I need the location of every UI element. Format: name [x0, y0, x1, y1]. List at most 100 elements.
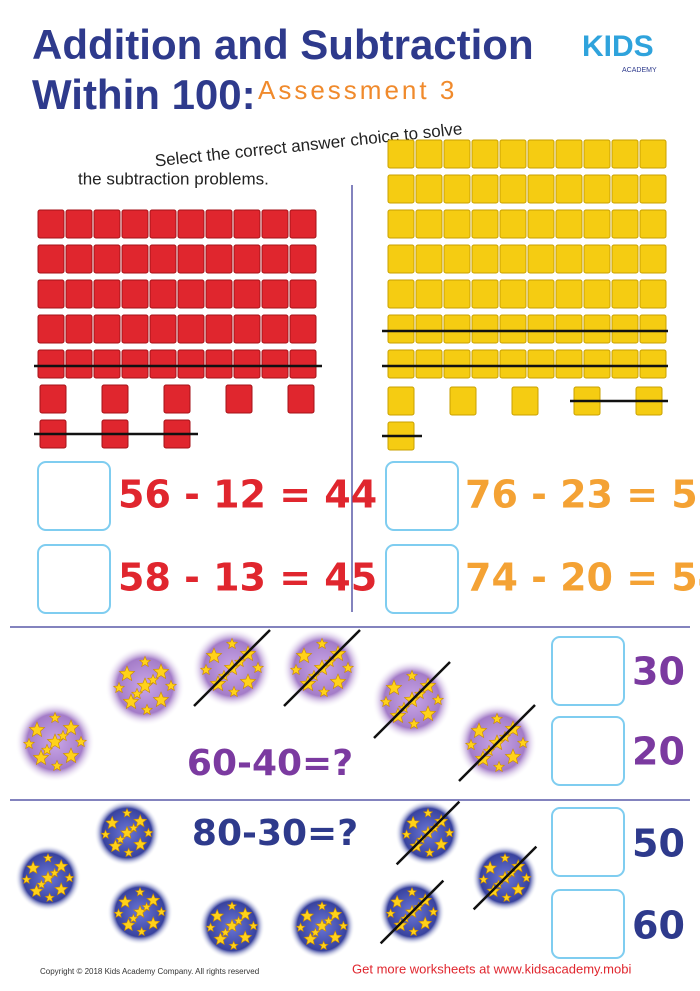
block — [443, 314, 471, 344]
star — [289, 663, 303, 676]
star — [251, 661, 265, 674]
block — [611, 244, 639, 274]
block — [443, 209, 471, 239]
star — [49, 867, 60, 878]
block — [639, 244, 667, 274]
block — [555, 244, 583, 274]
block — [65, 209, 93, 239]
block — [555, 314, 583, 344]
block — [37, 244, 65, 274]
star — [121, 917, 136, 932]
block — [261, 209, 289, 239]
block — [261, 279, 289, 309]
answer-box[interactable] — [385, 461, 459, 531]
star — [464, 738, 478, 751]
footer-link[interactable]: Get more worksheets at www.kidsacademy.m… — [352, 961, 631, 976]
block — [233, 314, 261, 344]
block — [583, 139, 611, 169]
answer-box[interactable] — [551, 807, 625, 877]
block — [387, 139, 415, 169]
block — [177, 349, 205, 379]
block — [415, 174, 443, 204]
block — [93, 314, 121, 344]
block — [261, 244, 289, 274]
block — [527, 244, 555, 274]
star — [483, 860, 498, 875]
block — [555, 279, 583, 309]
block — [499, 349, 527, 379]
star — [248, 920, 259, 931]
block — [443, 174, 471, 204]
block — [499, 139, 527, 169]
block — [177, 209, 205, 239]
star — [406, 886, 418, 897]
answer-box[interactable] — [37, 544, 111, 614]
strike-line — [458, 704, 536, 782]
star — [341, 661, 355, 674]
block — [499, 244, 527, 274]
star — [428, 906, 439, 917]
strike-line — [373, 661, 451, 739]
star — [504, 748, 522, 765]
strike-line — [472, 845, 538, 911]
block — [387, 349, 415, 379]
star — [379, 695, 393, 708]
instruction: the subtraction problems. — [78, 169, 269, 188]
block — [471, 209, 499, 239]
answer-box[interactable] — [551, 716, 625, 786]
block — [163, 384, 191, 414]
star — [329, 673, 347, 690]
block — [555, 174, 583, 204]
star — [418, 916, 433, 930]
block — [121, 244, 149, 274]
block — [499, 174, 527, 204]
block — [471, 314, 499, 344]
block — [121, 209, 149, 239]
star — [233, 915, 244, 926]
block — [93, 349, 121, 379]
block — [443, 279, 471, 309]
logo: KIDS — [582, 30, 654, 63]
star — [123, 847, 134, 858]
choice-text: 56 - 12 = 44 — [118, 473, 377, 517]
block — [121, 279, 149, 309]
block — [639, 174, 667, 204]
copyright: Copyright © 2018 Kids Academy Company. A… — [40, 967, 259, 976]
block — [233, 279, 261, 309]
star — [239, 673, 257, 690]
block — [177, 244, 205, 274]
star — [152, 663, 170, 680]
star — [105, 815, 120, 830]
star — [478, 874, 489, 885]
answer-box[interactable] — [551, 889, 625, 959]
star — [22, 737, 36, 750]
block — [527, 314, 555, 344]
block — [289, 244, 317, 274]
star — [210, 908, 225, 923]
star — [401, 829, 412, 840]
block — [415, 314, 443, 344]
answer-box[interactable] — [385, 544, 459, 614]
block — [527, 139, 555, 169]
choice-text: 76 - 23 = 53 — [465, 473, 700, 517]
star — [521, 872, 532, 883]
star — [112, 681, 126, 694]
star — [118, 665, 136, 682]
block — [555, 139, 583, 169]
block — [65, 279, 93, 309]
answer-box[interactable] — [37, 461, 111, 531]
block — [499, 279, 527, 309]
subtitle: Assessment 3 — [258, 75, 457, 105]
star — [146, 893, 161, 907]
star — [100, 829, 111, 840]
star — [108, 838, 123, 853]
star — [511, 882, 526, 896]
block — [611, 139, 639, 169]
strike-line — [283, 629, 361, 707]
block — [289, 314, 317, 344]
star — [133, 837, 148, 851]
star — [220, 927, 231, 937]
block — [287, 384, 315, 414]
star — [328, 907, 343, 921]
answer-box[interactable] — [551, 636, 625, 706]
